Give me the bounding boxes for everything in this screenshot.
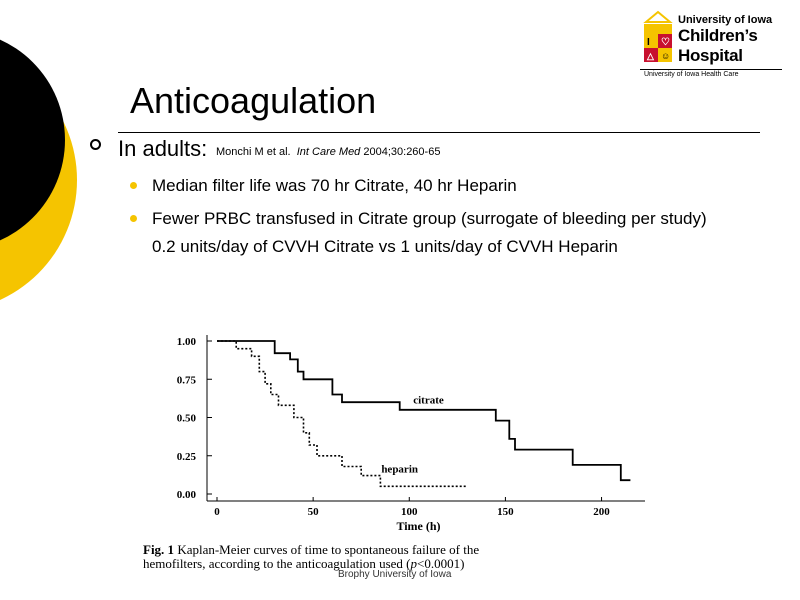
- x-axis-label: Time (h): [396, 519, 440, 533]
- svg-text:I: I: [647, 37, 650, 48]
- svg-text:☺: ☺: [661, 51, 670, 61]
- logo-line2: Children’s: [678, 26, 758, 45]
- kaplan-meier-chart: 1.00 0.75 0.50 0.25 0.00 0 50 100 150 200 Time (h)…: [143, 335, 645, 571]
- citation-authors: Monchi M et al.: [216, 146, 291, 158]
- y-tick-label: 0.00: [177, 489, 197, 501]
- ring-bullet-icon: [90, 139, 101, 150]
- figure-caption-line2: hemofilters, according to the anticoagul…: [143, 556, 464, 571]
- bullet-citation: Monchi M et al. Int Care Med 2004;30:260…: [216, 146, 440, 158]
- slide-title: Anticoagulation: [130, 80, 377, 121]
- figure-caption-line1: Fig. 1 Kaplan-Meier curves of time to sp…: [143, 542, 479, 557]
- decorative-circles: [0, 39, 77, 300]
- sub-bullet-text: Median filter life was 70 hr Citrate, 40…: [152, 176, 517, 195]
- logo-line1: University of Iowa: [678, 14, 773, 26]
- black-circle: [0, 39, 65, 241]
- yellow-dot-icon: [130, 215, 137, 222]
- y-tick-label: 0.75: [177, 374, 197, 386]
- x-tick-label: 150: [497, 506, 514, 518]
- logo-line3: Hospital: [678, 46, 743, 65]
- yellow-dot-icon: [130, 182, 137, 189]
- y-tick-label: 0.25: [177, 451, 197, 463]
- logo-divider: [640, 69, 782, 70]
- svg-text:△: △: [646, 51, 655, 61]
- university-logo: I ♡ △ ☺ University of Iowa Children’s Ho…: [640, 6, 785, 80]
- x-tick-label: 200: [593, 506, 610, 518]
- x-tick-label: 100: [401, 506, 418, 518]
- x-tick-label: 0: [214, 506, 220, 518]
- citation-ref: 2004;30:260-65: [363, 146, 441, 158]
- slide-footer: Brophy University of Iowa: [338, 569, 452, 580]
- svg-text:♡: ♡: [661, 37, 670, 48]
- series-label-heparin: heparin: [381, 464, 418, 476]
- x-tick-label: 50: [308, 506, 320, 518]
- title-divider: [118, 132, 760, 133]
- y-tick-label: 0.50: [177, 413, 197, 425]
- series-line-heparin: [217, 340, 467, 488]
- sub-bullet-text-line2: 0.2 units/day of CVVH Citrate vs 1 units…: [152, 237, 618, 256]
- bullet-lead: In adults:: [118, 136, 208, 161]
- citation-journal: Int Care Med: [296, 146, 361, 158]
- logo-line4: University of Iowa Health Care: [644, 71, 739, 78]
- sub-bullet-text-line1: Fewer PRBC transfused in Citrate group (…: [152, 209, 707, 228]
- logo-emblem-icon: I ♡ △ ☺: [643, 10, 673, 62]
- series-label-citrate: citrate: [413, 394, 444, 406]
- series-line-citrate: [217, 340, 631, 482]
- y-tick-label: 1.00: [177, 336, 197, 348]
